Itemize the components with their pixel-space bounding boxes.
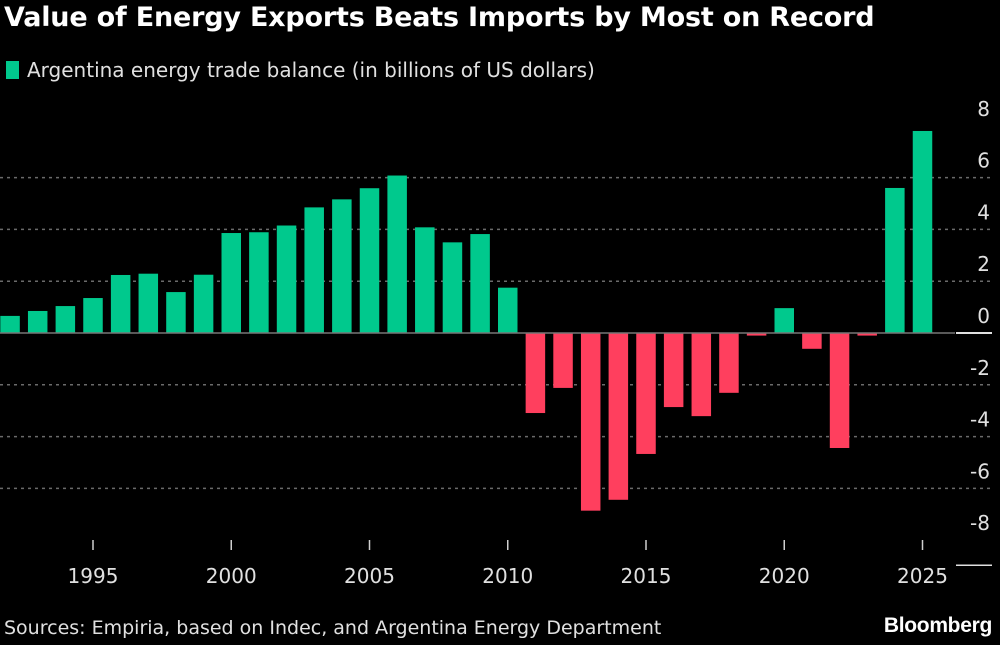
bar-2018: [719, 333, 739, 393]
bar-2020: [774, 308, 794, 333]
legend: Argentina energy trade balance (in billi…: [6, 58, 595, 82]
y-tick-label: 6: [977, 149, 990, 173]
bar-1995: [83, 298, 103, 333]
bar-2019: [746, 333, 767, 336]
bar-2024: [885, 187, 905, 333]
y-axis: 8 6 4 2 0 -2 -4 -6 -8: [956, 97, 992, 566]
bar-2012: [553, 333, 573, 388]
bar-1993: [27, 310, 48, 333]
bar-2017: [691, 333, 712, 417]
bar-1992: [0, 315, 20, 333]
bar-2003: [304, 207, 324, 333]
y-tick-label: -8: [970, 511, 990, 535]
y-tick-label: -6: [970, 459, 990, 483]
chart-title: Value of Energy Exports Beats Imports by…: [4, 2, 875, 33]
gridlines: [0, 176, 992, 490]
bar-2000: [221, 233, 241, 333]
bars: [0, 130, 933, 511]
y-tick-label: -2: [970, 356, 990, 380]
bar-2023: [857, 333, 877, 336]
bar-2022: [829, 333, 850, 448]
x-tick-label: 1995: [68, 564, 119, 588]
x-tick-label: 2015: [621, 564, 672, 588]
bar-2009: [470, 234, 490, 333]
bar-2010: [498, 287, 518, 333]
legend-swatch: [6, 61, 19, 79]
bar-1998: [166, 292, 186, 333]
bar-2016: [663, 333, 684, 408]
y-tick-label: -4: [970, 408, 990, 432]
bar-1999: [193, 274, 214, 333]
x-tick-label: 2020: [759, 564, 810, 588]
bar-2021: [802, 333, 822, 349]
y-tick-label: 4: [977, 200, 990, 224]
x-tick-label: 2025: [897, 564, 948, 588]
bar-2006: [387, 175, 407, 333]
bar-2025: [912, 130, 933, 333]
bar-2015: [636, 333, 656, 454]
bar-2002: [276, 225, 297, 333]
bar-2013: [580, 333, 601, 511]
bar-2007: [415, 227, 435, 333]
source-note: Sources: Empiria, based on Indec, and Ar…: [4, 617, 662, 639]
x-tick-label: 2010: [482, 564, 533, 588]
legend-label: Argentina energy trade balance (in billi…: [27, 58, 595, 82]
bar-2005: [359, 188, 380, 333]
bar-2008: [442, 242, 463, 333]
bloomberg-logo: Bloomberg: [883, 614, 992, 637]
bar-1997: [138, 273, 159, 333]
bar-2011: [525, 333, 546, 414]
x-tick-label: 2000: [206, 564, 257, 588]
x-axis: 1995 2000 2005 2010 2015 2020 2025: [68, 540, 948, 588]
bar-2014: [608, 333, 629, 500]
bar-2004: [332, 199, 352, 333]
y-tick-label: 0: [977, 304, 990, 328]
y-tick-label: 8: [977, 97, 990, 121]
bar-2001: [249, 232, 269, 333]
bar-1996: [110, 274, 131, 333]
bar-1994: [55, 306, 76, 333]
y-tick-label: 2: [977, 252, 990, 276]
x-tick-label: 2005: [344, 564, 395, 588]
